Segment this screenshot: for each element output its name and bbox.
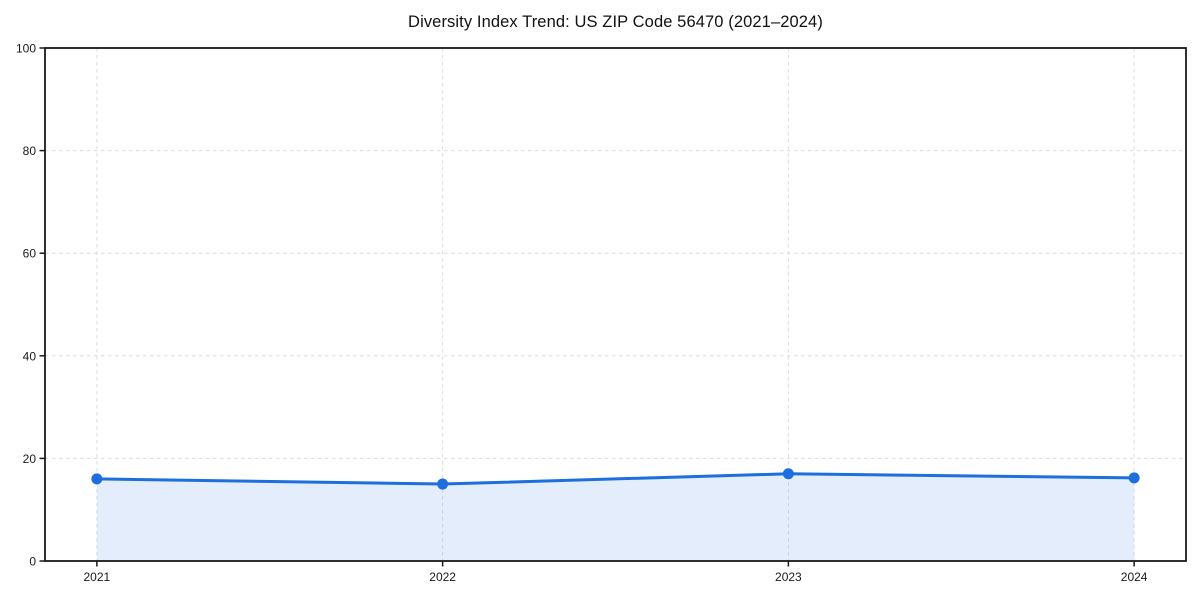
x-axis-tick-label: 2024: [1121, 570, 1148, 584]
data-point-marker: [782, 468, 794, 480]
y-axis-tick-label: 40: [23, 349, 37, 363]
data-point-marker: [91, 473, 103, 485]
y-axis-tick-label: 0: [29, 555, 36, 569]
y-axis-tick-label: 20: [23, 452, 37, 466]
x-axis-tick-label: 2022: [429, 570, 456, 584]
y-axis-tick-label: 80: [23, 144, 37, 158]
chart-title: Diversity Index Trend: US ZIP Code 56470…: [408, 13, 823, 31]
y-axis-tick-label: 100: [16, 42, 36, 56]
data-point-marker: [1128, 472, 1140, 484]
area-fill: [96, 473, 1135, 561]
x-axis-tick-label: 2023: [775, 570, 802, 584]
x-axis-tick-label: 2021: [84, 570, 111, 584]
y-axis-tick-label: 60: [23, 247, 37, 261]
trend-line: [95, 472, 1136, 486]
plot-border: [44, 47, 1187, 562]
data-point-marker: [437, 478, 449, 490]
